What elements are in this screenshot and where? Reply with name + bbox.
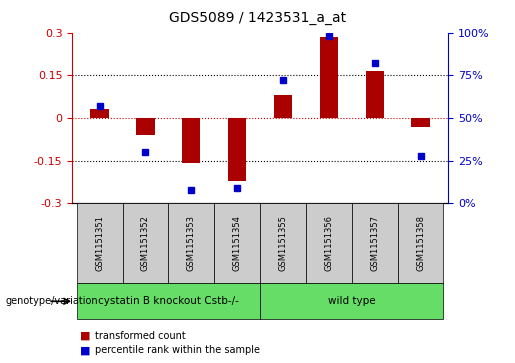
Bar: [168, 203, 214, 283]
Text: GSM1151352: GSM1151352: [141, 215, 150, 271]
Bar: [77, 203, 123, 283]
Text: GSM1151354: GSM1151354: [233, 215, 242, 271]
Bar: [182, 118, 200, 163]
Text: GSM1151356: GSM1151356: [324, 215, 333, 271]
Bar: [411, 118, 430, 127]
Text: GSM1151353: GSM1151353: [187, 215, 196, 271]
Bar: [136, 118, 154, 135]
Text: GSM1151357: GSM1151357: [370, 215, 379, 271]
Text: GSM1151358: GSM1151358: [416, 215, 425, 271]
Bar: [91, 110, 109, 118]
Text: genotype/variation: genotype/variation: [5, 296, 98, 306]
Text: GSM1151355: GSM1151355: [279, 215, 287, 271]
Bar: [77, 283, 260, 319]
Text: percentile rank within the sample: percentile rank within the sample: [95, 345, 260, 355]
Text: GSM1151351: GSM1151351: [95, 215, 104, 271]
Text: ■: ■: [80, 331, 90, 341]
Bar: [214, 203, 260, 283]
Bar: [320, 37, 338, 118]
Bar: [366, 71, 384, 118]
Bar: [123, 203, 168, 283]
Bar: [398, 203, 443, 283]
Bar: [260, 203, 306, 283]
Text: cystatin B knockout Cstb-/-: cystatin B knockout Cstb-/-: [98, 296, 239, 306]
Bar: [306, 203, 352, 283]
Text: wild type: wild type: [328, 296, 375, 306]
Bar: [352, 203, 398, 283]
Bar: [260, 283, 443, 319]
Bar: [228, 118, 246, 180]
Bar: [274, 95, 292, 118]
Text: GDS5089 / 1423531_a_at: GDS5089 / 1423531_a_at: [169, 11, 346, 25]
Text: transformed count: transformed count: [95, 331, 186, 341]
Text: ■: ■: [80, 345, 90, 355]
